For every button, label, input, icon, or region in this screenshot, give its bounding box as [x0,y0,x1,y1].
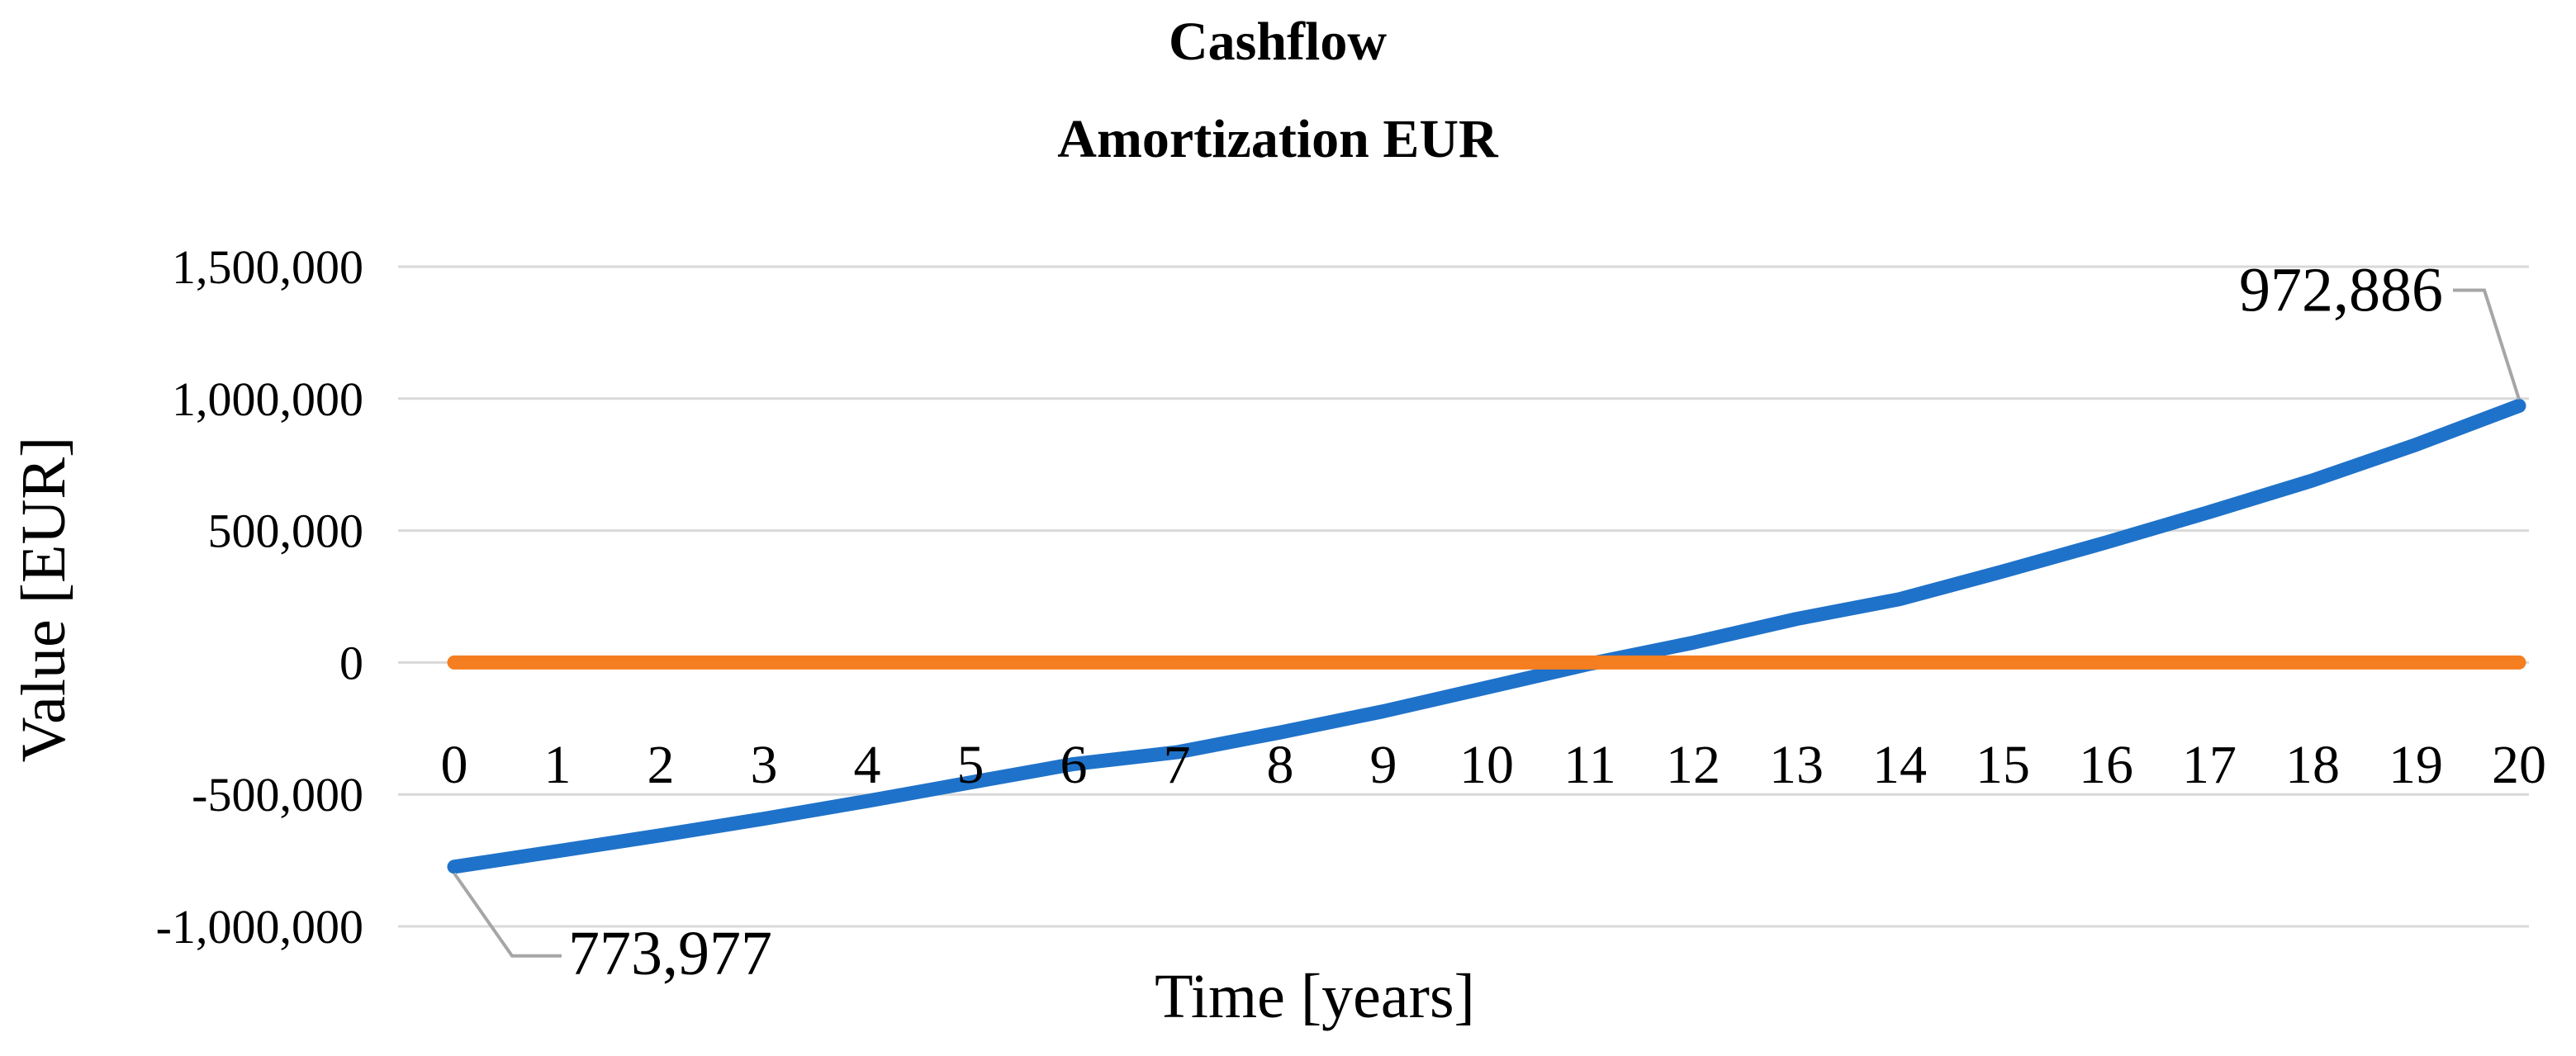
data-point [2000,659,2006,666]
data-point [554,659,561,666]
data-point [1896,659,1903,666]
y-tick-label: 1,500,000 [172,240,363,294]
x-axis-label: Time [years] [1155,962,1475,1031]
y-tick-label: 0 [339,636,363,689]
x-tick-label: 18 [2285,735,2340,795]
x-tick-label: 17 [2182,735,2237,795]
x-tick-label: 16 [2079,735,2133,795]
x-tick-label: 12 [1666,735,1720,795]
x-tick-label: 0 [441,735,468,795]
y-tick-label: -500,000 [192,768,363,822]
data-labels: 773,977 972,886 [453,255,2521,988]
data-point [1690,659,1696,666]
data-point [2412,441,2419,448]
data-point [554,847,561,855]
data-point [2309,476,2316,484]
x-tick-label: 6 [1060,735,1088,795]
x-tick-label: 2 [648,735,675,795]
x-tick-label: 9 [1370,735,1397,795]
data-point [451,659,458,666]
y-axis-label: Value [EUR] [9,437,78,763]
series-line-1 [447,399,2526,874]
x-tick-label: 10 [1459,735,1514,795]
data-point [1793,615,1800,623]
data-point [1277,729,1283,736]
x-tick-label: 8 [1267,735,1294,795]
data-point [864,659,871,666]
data-point [451,863,458,870]
y-tick-label: 500,000 [208,504,364,558]
data-point [657,659,664,666]
data-point [1070,760,1077,768]
x-tick-label: 4 [854,735,881,795]
data-point [1483,659,1490,666]
data-point [761,815,767,822]
data-point [1174,749,1180,756]
data-point [1380,708,1387,715]
leader-line [2453,288,2521,400]
data-point [2412,659,2419,666]
x-tick-label: 1 [544,735,572,795]
data-point [1896,595,1903,603]
y-tick-label: 1,000,000 [172,372,363,426]
chart-title: Cashflow [1169,12,1387,72]
data-point [1793,659,1800,666]
y-tick-labels: -1,000,000 -500,000 0 500,000 1,000,000 1,500… [156,240,363,954]
data-point [2516,659,2522,666]
data-point [967,779,974,786]
data-point [1070,659,1077,666]
x-tick-label: 5 [957,735,984,795]
data-point [1483,684,1490,691]
chart-subtitle: Amortization EUR [1057,109,1499,169]
data-point [2516,402,2522,410]
data-point [1277,659,1283,666]
data-point [1174,659,1180,666]
data-point [657,831,664,839]
x-tick-label: 3 [751,735,778,795]
x-tick-label: 7 [1164,735,1191,795]
x-tick-label: 19 [2389,735,2443,795]
data-point [864,798,871,805]
data-point [967,659,974,666]
x-tick-label: 20 [2492,735,2546,795]
data-point [2309,659,2316,666]
data-point [1380,659,1387,666]
x-tick-label: 14 [1872,735,1927,795]
data-point [2206,509,2213,516]
data-point [1587,659,1593,666]
x-tick-labels: 0 1 2 3 4 5 6 7 8 9 10 11 12 13 14 15 16 17 18 19 20 [441,735,2547,795]
x-tick-label: 11 [1563,735,1616,795]
series-lines [447,399,2526,874]
data-point [761,659,767,666]
leader-line [453,872,562,958]
data-point [2103,659,2109,666]
data-point [2000,568,2006,575]
data-point [1690,639,1696,646]
x-tick-label: 15 [1976,735,2030,795]
x-tick-label: 13 [1769,735,1824,795]
data-label-end: 972,886 [2239,255,2443,324]
data-label-start: 773,977 [568,919,772,988]
data-point [2103,538,2109,546]
y-tick-label: -1,000,000 [156,900,363,954]
data-point [2206,659,2213,666]
